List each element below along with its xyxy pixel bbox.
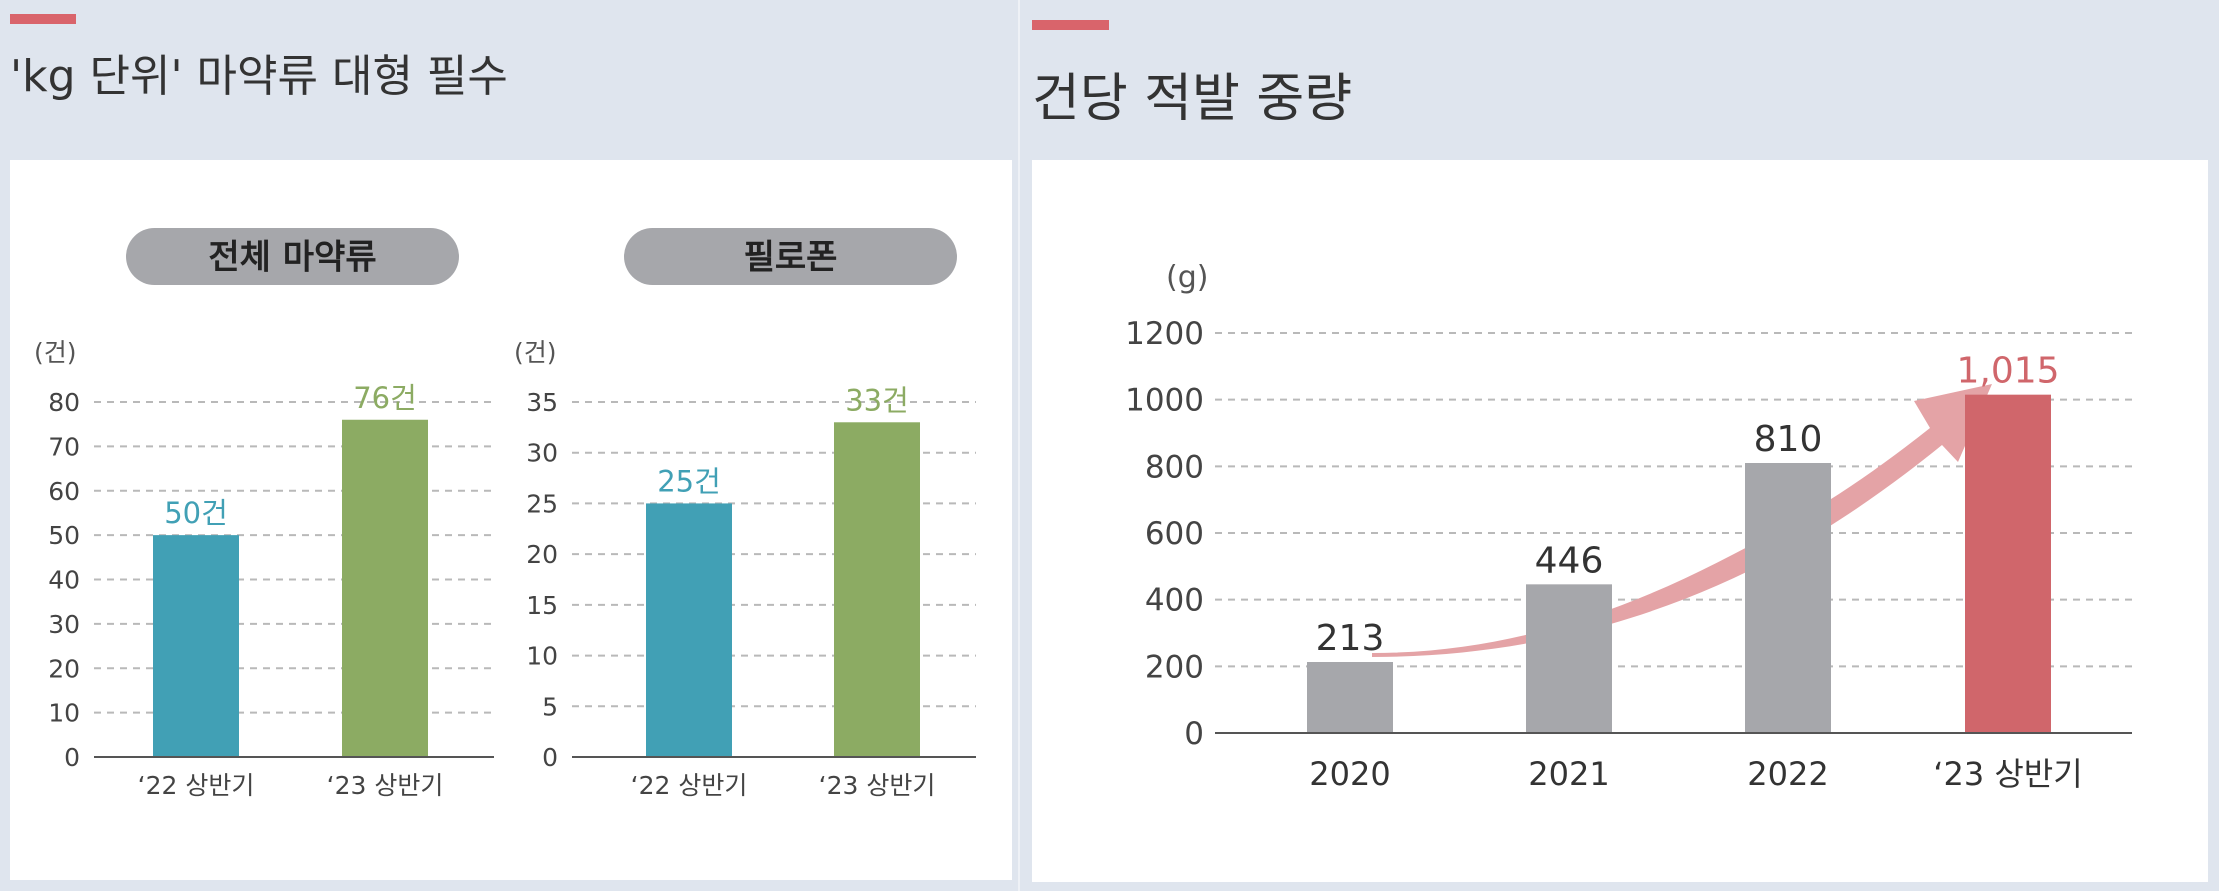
chart-all-drugs-ytick-label: 40 <box>48 566 80 595</box>
chart-philopon-data-label: 33건 <box>845 383 909 417</box>
chart-weight-per-case-ytick-label: 800 <box>1145 449 1204 485</box>
chart-weight-per-case-ytick-label: 400 <box>1145 583 1204 619</box>
chart-all-drugs-ytick-label: 70 <box>48 432 80 461</box>
chart-philopon-ytick-label: 10 <box>526 642 558 671</box>
left-panel: 'kg 단위' 마약류 대형 필수 전체 마약류 (건) 0 10 20 30 40 50 60… <box>0 0 1020 891</box>
chart-philopon-ytick-label: 20 <box>526 540 558 569</box>
chart-all-drugs-ytick-label: 50 <box>48 521 80 550</box>
left-card: 전체 마약류 (건) 0 10 20 30 40 50 60 70 80 50건 ‘22 상반기 76건 ‘… <box>10 160 1012 880</box>
chart-weight-per-case-data-label: 1,015 <box>1956 351 2059 392</box>
left-panel-title: 'kg 단위' 마약류 대형 필수 <box>10 51 508 102</box>
chart-weight-per-case-ytick-label: 1200 <box>1125 316 1204 352</box>
chart-weight-per-case-bar <box>1526 584 1612 733</box>
chart-all-drugs-ytick-label: 60 <box>48 477 80 506</box>
chart-philopon: 필로폰 (건) 0 5 10 15 20 25 30 35 25건 ‘22 상반기 33건 ‘23 상반기 <box>514 228 976 800</box>
chart-all-drugs-title-pill <box>126 228 459 285</box>
chart-weight-per-case-ytick-label: 1000 <box>1125 383 1204 419</box>
chart-all-drugs-bar <box>153 535 239 757</box>
chart-philopon-ytick-label: 5 <box>542 692 558 721</box>
chart-weight-per-case-data-label: 446 <box>1535 540 1604 581</box>
chart-weight-per-case-data-label: 213 <box>1316 618 1385 659</box>
chart-all-drugs-ytick-label: 80 <box>48 388 80 417</box>
chart-weight-per-case-category-label: 2021 <box>1528 755 1609 793</box>
chart-philopon-ytick-label: 25 <box>526 489 558 518</box>
right-card: (g) 0 200 400 600 800 1000 1200 213 2020 446 2021 81… <box>1032 160 2208 882</box>
chart-weight-per-case-trend-arrow <box>1372 384 1992 657</box>
chart-philopon-unit-label: (건) <box>514 338 557 367</box>
chart-all-drugs-ytick-label: 0 <box>64 743 80 772</box>
chart-weight-per-case-bar <box>1965 394 2051 733</box>
right-panel: 건당 적발 중량 (g) 0 200 400 600 800 1000 1200 213 2020… <box>1020 0 2219 891</box>
chart-all-drugs-bar <box>342 419 428 757</box>
right-panel-title: 건당 적발 중량 <box>1032 69 1353 129</box>
chart-all-drugs-ytick-label: 20 <box>48 654 80 683</box>
chart-all-drugs-category-label: ‘23 상반기 <box>327 771 444 800</box>
chart-all-drugs-title: 전체 마약류 <box>208 238 376 278</box>
chart-philopon-category-label: ‘23 상반기 <box>819 771 936 800</box>
chart-philopon-title-pill <box>624 228 957 285</box>
chart-philopon-ytick-label: 15 <box>526 591 558 620</box>
chart-weight-per-case-category-label: ‘23 상반기 <box>1933 755 2082 793</box>
chart-weight-per-case-ytick-label: 0 <box>1184 716 1204 752</box>
chart-weight-per-case-ytick-label: 600 <box>1145 516 1204 552</box>
chart-all-drugs: 전체 마약류 (건) 0 10 20 30 40 50 60 70 80 50건 ‘22 상반기 76건 ‘… <box>34 228 494 800</box>
chart-philopon-ytick-label: 35 <box>526 388 558 417</box>
chart-all-drugs-unit-label: (건) <box>34 338 77 367</box>
chart-weight-per-case-category-label: 2022 <box>1747 755 1828 793</box>
chart-philopon-bar <box>834 422 920 757</box>
right-accent-bar <box>1032 20 1109 30</box>
chart-philopon-category-label: ‘22 상반기 <box>631 771 748 800</box>
chart-all-drugs-data-label: 50건 <box>164 496 228 530</box>
chart-all-drugs-data-label: 76건 <box>353 381 417 415</box>
chart-philopon-bar <box>646 503 732 757</box>
chart-weight-per-case-bar <box>1745 463 1831 733</box>
chart-philopon-title: 필로폰 <box>744 238 838 278</box>
chart-weight-per-case: (g) 0 200 400 600 800 1000 1200 213 2020 446 2021 81… <box>1125 260 2132 793</box>
left-accent-bar <box>10 14 76 24</box>
chart-weight-per-case-category-label: 2020 <box>1309 755 1390 793</box>
chart-weight-per-case-bar <box>1307 662 1393 733</box>
chart-all-drugs-ytick-label: 10 <box>48 699 80 728</box>
chart-all-drugs-ytick-label: 30 <box>48 610 80 639</box>
chart-philopon-ytick-label: 0 <box>542 743 558 772</box>
chart-weight-per-case-unit-label: (g) <box>1166 260 1208 295</box>
chart-philopon-ytick-label: 30 <box>526 439 558 468</box>
chart-all-drugs-category-label: ‘22 상반기 <box>138 771 255 800</box>
chart-weight-per-case-data-label: 810 <box>1754 419 1823 460</box>
chart-weight-per-case-ytick-label: 200 <box>1145 649 1204 685</box>
chart-philopon-data-label: 25건 <box>657 464 721 498</box>
panel-divider <box>1018 0 1020 891</box>
